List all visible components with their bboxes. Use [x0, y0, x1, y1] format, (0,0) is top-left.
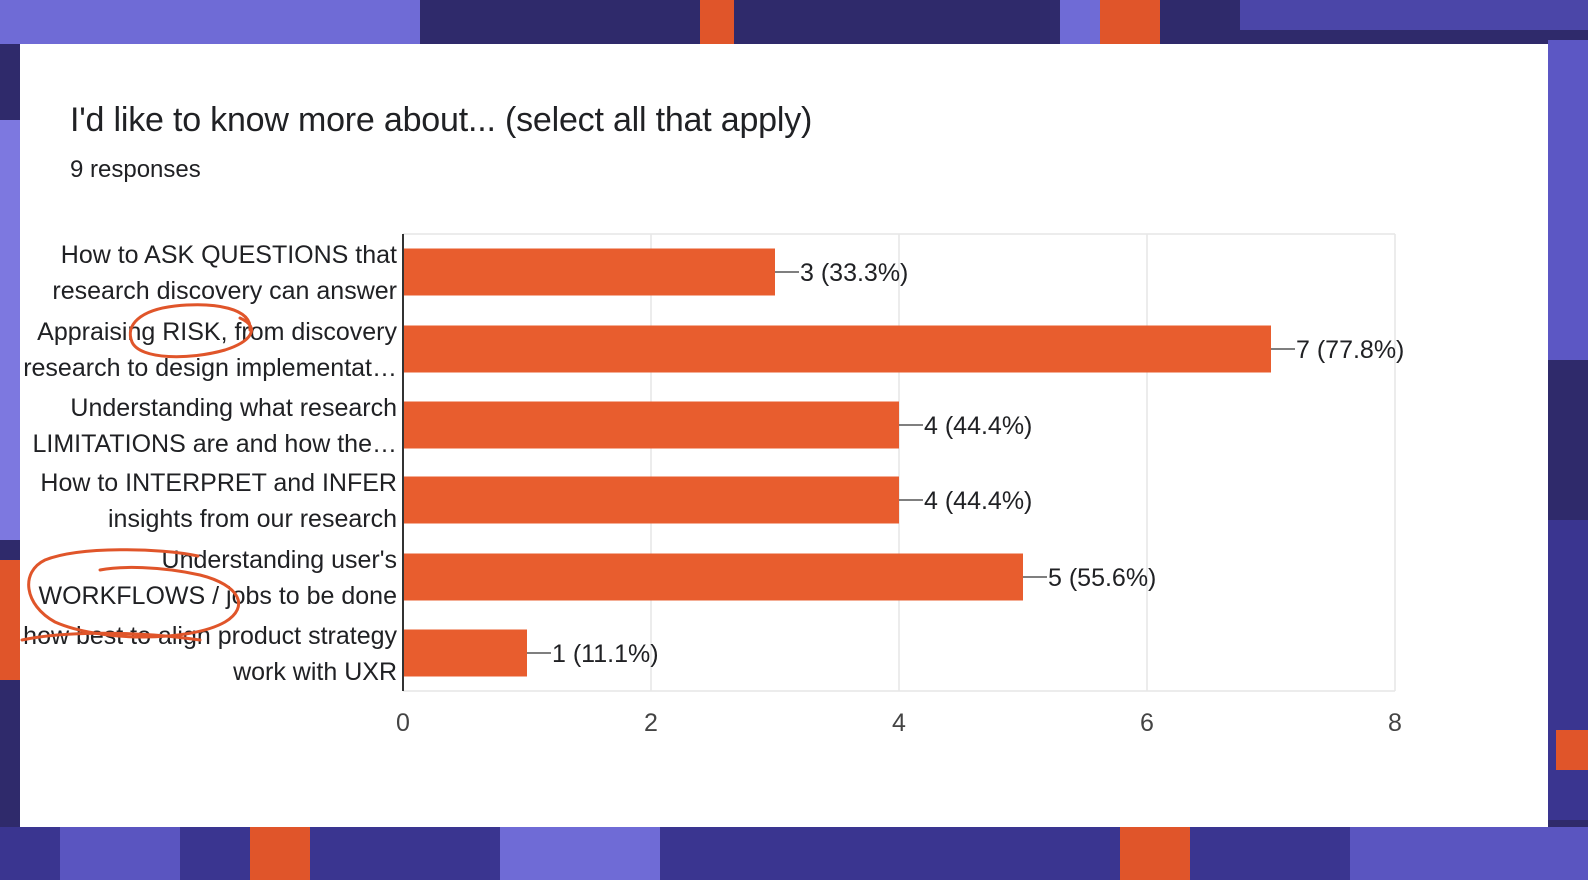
- bar: [403, 629, 527, 677]
- category-label: How to INTERPRET and INFER insights from …: [40, 469, 397, 533]
- annotation-circle-workflows: [27, 548, 241, 639]
- category-label-line: Understanding user's: [162, 546, 397, 574]
- bar: [403, 325, 1271, 373]
- annotation-strike-align: [20, 631, 202, 642]
- category-label-line: LIMITATIONS are and how the…: [33, 430, 398, 458]
- category-label-line: work with UXR: [232, 658, 397, 686]
- x-tick-label: 2: [644, 709, 658, 737]
- category-label: How to ASK QUESTIONS that research discov…: [52, 241, 397, 305]
- category-label-line: Understanding what research: [70, 394, 397, 422]
- category-label-line: research discovery can answer: [52, 277, 397, 305]
- response-count: 9 responses: [70, 156, 201, 183]
- category-label-line: How to ASK QUESTIONS that: [61, 241, 397, 269]
- category-label-line: Appraising RISK, from discovery: [37, 318, 397, 346]
- question-title: I'd like to know more about... (select a…: [70, 101, 813, 139]
- category-label-line: research to design implementat…: [23, 354, 397, 382]
- category-label-line: how best to align product strategy: [23, 622, 397, 650]
- x-tick-label: 0: [396, 709, 410, 737]
- x-tick-label: 6: [1140, 709, 1154, 737]
- category-label: Understanding what research LIMITATIONS a…: [33, 394, 398, 458]
- category-label-line: WORKFLOWS / jobs to be done: [39, 582, 397, 610]
- bar: [403, 476, 899, 524]
- category-label-line: How to INTERPRET and INFER: [40, 469, 397, 497]
- category-label: Understanding user's WORKFLOWS / jobs to …: [39, 546, 397, 610]
- annotation-circle-risk: [128, 303, 253, 359]
- bar: [403, 553, 1023, 601]
- value-label: 7 (77.8%): [1296, 336, 1404, 364]
- bar: [403, 248, 775, 296]
- bar: [403, 401, 899, 449]
- value-label: 5 (55.6%): [1048, 564, 1156, 592]
- category-label: how best to align product strategy work w…: [23, 622, 397, 686]
- x-tick-label: 4: [892, 709, 906, 737]
- category-label: Appraising RISK, from discovery research …: [23, 318, 397, 382]
- x-tick-label: 8: [1388, 709, 1402, 737]
- value-label: 4 (44.4%): [924, 412, 1032, 440]
- category-label-line: insights from our research: [108, 505, 397, 533]
- value-label: 1 (11.1%): [552, 640, 659, 668]
- value-label: 4 (44.4%): [924, 487, 1032, 515]
- value-label: 3 (33.3%): [800, 259, 908, 287]
